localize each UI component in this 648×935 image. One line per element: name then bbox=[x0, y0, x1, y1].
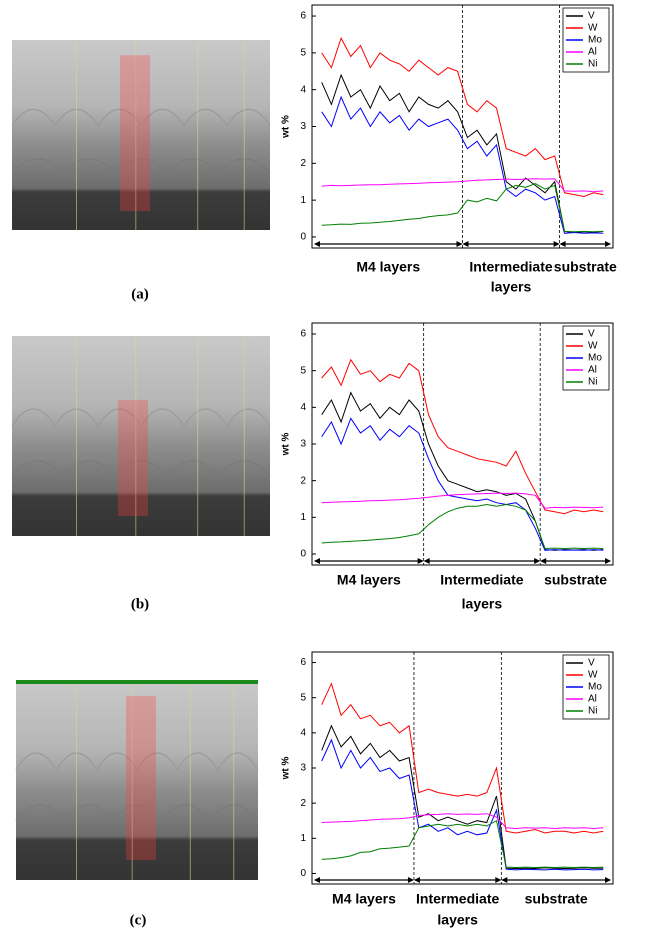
legend-label: W bbox=[588, 341, 598, 352]
top-edge bbox=[16, 680, 258, 684]
series-line bbox=[321, 682, 604, 834]
region-label: Intermediate bbox=[440, 572, 523, 588]
y-tick-label: 6 bbox=[300, 11, 306, 22]
y-tick-label: 5 bbox=[300, 365, 306, 376]
region-label: substrate bbox=[525, 891, 588, 907]
y-tick-label: 2 bbox=[300, 158, 306, 169]
scan-region bbox=[126, 696, 156, 860]
legend-label: W bbox=[588, 23, 598, 34]
layer-boundary bbox=[11, 158, 271, 174]
legend-label: Al bbox=[588, 694, 597, 705]
y-tick-label: 1 bbox=[300, 833, 306, 844]
micrograph bbox=[12, 336, 270, 536]
y-tick-label: 2 bbox=[300, 798, 306, 809]
y-tick-label: 0 bbox=[300, 549, 306, 560]
legend-label: Ni bbox=[588, 706, 597, 717]
legend-label: V bbox=[588, 11, 595, 22]
y-tick-label: 6 bbox=[300, 329, 306, 340]
y-axis-label: wt % bbox=[281, 433, 292, 457]
region-label: Intermediate bbox=[469, 259, 552, 275]
region-label: layers bbox=[491, 279, 532, 295]
series-line bbox=[321, 819, 604, 869]
region-label: M4 layers bbox=[332, 891, 396, 907]
region-label: substrate bbox=[554, 259, 617, 275]
layer-boundary bbox=[15, 752, 259, 772]
arrow-head bbox=[559, 241, 611, 247]
region-label: M4 layers bbox=[337, 572, 401, 588]
panel-label: (b) bbox=[131, 596, 149, 612]
panel-label: (a) bbox=[131, 286, 149, 302]
legend-label: Mo bbox=[588, 682, 602, 693]
series-line bbox=[321, 503, 604, 550]
series-line bbox=[321, 391, 604, 551]
y-tick-label: 5 bbox=[300, 692, 306, 703]
region-label: M4 layers bbox=[356, 259, 420, 275]
scan-region bbox=[118, 400, 148, 516]
legend-label: Ni bbox=[588, 377, 597, 388]
region-label: Intermediate bbox=[416, 891, 499, 907]
series-line bbox=[321, 358, 604, 515]
region-label: layers bbox=[437, 912, 478, 928]
panel-label: (c) bbox=[130, 912, 147, 928]
series-line bbox=[321, 178, 604, 193]
series-line bbox=[321, 724, 604, 870]
y-tick-label: 0 bbox=[300, 868, 306, 879]
legend-label: Mo bbox=[588, 35, 602, 46]
y-tick-label: 1 bbox=[300, 512, 306, 523]
layer-boundary bbox=[11, 108, 271, 127]
scan-region bbox=[120, 55, 150, 212]
y-axis-label: wt % bbox=[281, 115, 292, 139]
y-tick-label: 1 bbox=[300, 195, 306, 206]
y-tick-label: 2 bbox=[300, 475, 306, 486]
series-line bbox=[321, 813, 604, 830]
y-tick-label: 3 bbox=[300, 439, 306, 450]
legend-label: V bbox=[588, 658, 595, 669]
series-line bbox=[321, 183, 604, 233]
region-label: layers bbox=[462, 596, 503, 612]
y-tick-label: 4 bbox=[300, 402, 306, 413]
layer-boundary bbox=[11, 408, 271, 428]
series-line bbox=[321, 417, 604, 551]
y-tick-label: 5 bbox=[300, 48, 306, 59]
legend-label: W bbox=[588, 670, 598, 681]
y-axis-label: wt % bbox=[281, 757, 292, 781]
series-line bbox=[321, 95, 604, 234]
series-line bbox=[321, 73, 604, 234]
y-tick-label: 4 bbox=[300, 84, 306, 95]
legend-label: Al bbox=[588, 365, 597, 376]
micrograph bbox=[16, 680, 258, 880]
legend-label: Al bbox=[588, 47, 597, 58]
micrograph bbox=[12, 40, 270, 230]
series-line bbox=[321, 738, 604, 871]
series-line bbox=[321, 36, 604, 198]
y-tick-label: 6 bbox=[300, 657, 306, 668]
y-tick-label: 4 bbox=[300, 727, 306, 738]
region-label: substrate bbox=[544, 572, 607, 588]
y-tick-label: 3 bbox=[300, 763, 306, 774]
legend-label: Ni bbox=[588, 59, 597, 70]
y-tick-label: 0 bbox=[300, 232, 306, 243]
legend-label: Mo bbox=[588, 353, 602, 364]
y-tick-label: 3 bbox=[300, 121, 306, 132]
series-line bbox=[321, 492, 604, 509]
layer-boundary bbox=[15, 804, 259, 821]
layer-boundary bbox=[11, 460, 271, 477]
legend-label: V bbox=[588, 329, 595, 340]
